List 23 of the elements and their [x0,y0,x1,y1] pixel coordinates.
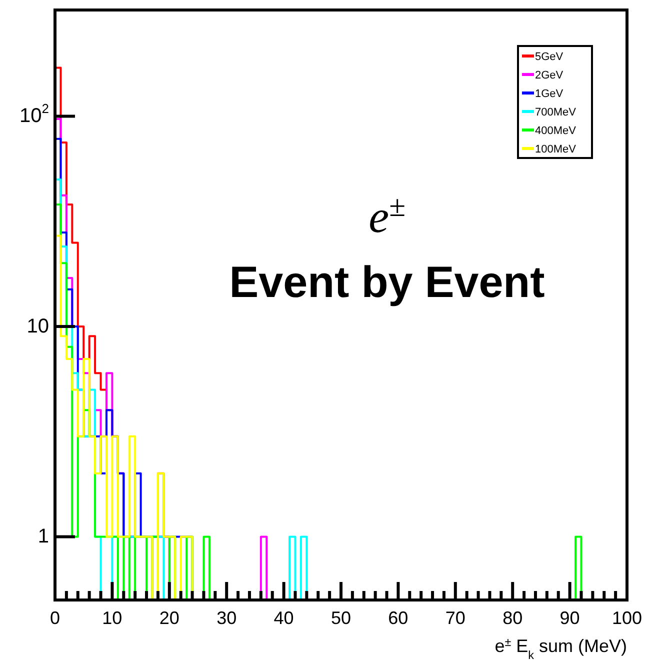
legend-label: 100MeV [535,144,577,156]
x-tick-label: 90 [560,608,580,628]
x-tick-label: 40 [274,608,294,628]
x-tick-label: 70 [445,608,466,628]
y-tick-label: 1 [38,526,49,548]
legend-label: 1GeV [535,88,564,100]
annotation: Event by Event [229,258,546,307]
x-tick-label: 100 [612,608,642,628]
legend-label: 400MeV [535,125,577,137]
y-tick-label: 10$^{2}$ [20,101,49,128]
x-tick-label: 80 [502,608,523,628]
x-tick-label: 20 [159,608,180,628]
x-tick-label: 60 [388,608,408,628]
y-tick-label: 10 [26,315,49,338]
x-tick-label: 0 [50,608,60,628]
legend-label: 2GeV [535,70,564,82]
legend-label: 5GeV [535,51,564,63]
x-tick-label: 10 [102,608,122,628]
legend-label: 700MeV [535,106,577,118]
annotation: e$^{±}$ [368,190,406,242]
x-tick-label: 50 [330,608,352,628]
x-tick-label: 30 [216,608,237,628]
x-axis-title: e$^{±}$ E$_{k}$ sum (MeV) [494,636,627,660]
